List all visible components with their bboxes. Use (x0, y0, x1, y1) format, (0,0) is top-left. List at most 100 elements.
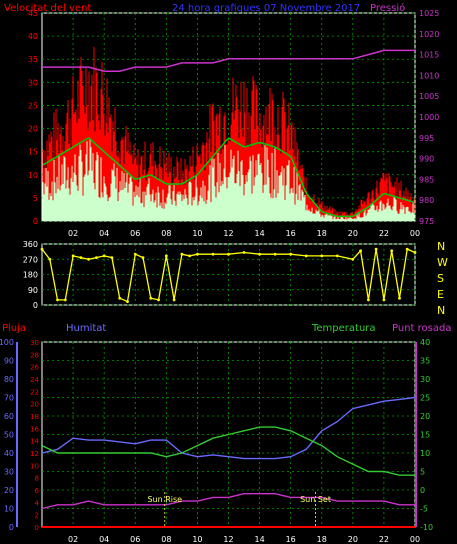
wind-direction-point (304, 254, 308, 258)
wind-direction-point (188, 254, 192, 258)
rain-y-tick-label: 2 (35, 512, 39, 520)
pressure-y-tick-label: 1015 (419, 51, 439, 60)
wind-direction-point (398, 296, 401, 300)
sunrise-label: Sun Rise (147, 495, 182, 504)
temperature-y-tick-label: -10 (420, 523, 433, 532)
wind-direction-point (258, 252, 261, 256)
wind-direction-point (126, 300, 129, 303)
temperature-label: Temperatura (311, 323, 376, 334)
humidity-y-tick-label: 90 (4, 357, 14, 366)
temperature-y-tick-label: 30 (420, 375, 430, 384)
pressure-y-tick-label: 995 (419, 134, 434, 143)
wind-y-tick-label: 25 (28, 101, 38, 110)
wind-direction-point (359, 249, 362, 253)
rain-y-tick-label: 24 (30, 376, 39, 384)
pressure-y-tick-label: 1010 (419, 71, 439, 80)
humidity-y-tick-label: 100 (0, 338, 14, 347)
temperature-y-tick-label: 35 (420, 357, 430, 366)
pressure-label: Pressió (370, 2, 405, 14)
direction-y-tick-label: 0 (33, 301, 38, 310)
compass-n-top: N (437, 240, 445, 253)
wind-direction-point (40, 247, 44, 251)
wind-direction-point (87, 257, 90, 261)
wind-direction-point (382, 298, 386, 302)
rain-y-tick-label: 4 (35, 499, 40, 507)
wind-x-tick-label: 20 (348, 229, 358, 238)
direction-y-tick-label: 90 (28, 286, 38, 295)
humidity-line (41, 396, 416, 460)
wind-low-series (42, 139, 415, 221)
wind-direction-point (110, 256, 114, 259)
wind-x-tick-label: 00 (410, 229, 420, 238)
wind-direction-point (374, 247, 378, 251)
wind-x-tick-label: 22 (379, 229, 389, 238)
wind-x-tick-label: 02 (68, 229, 78, 238)
lower-x-tick-label: 10 (192, 535, 202, 544)
wind-direction-point (141, 256, 145, 259)
pressure-y-tick-label: 1005 (419, 92, 439, 101)
wind-direction-point (196, 252, 199, 256)
lower-x-tick-label: 12 (223, 535, 233, 544)
wind-x-tick-label: 16 (286, 229, 296, 238)
wind-y-tick-label: 0 (33, 217, 38, 226)
rain-y-tick-label: 20 (30, 401, 39, 409)
pressure-y-tick-label: 1025 (419, 9, 439, 18)
wind-direction-point (71, 254, 75, 258)
direction-y-tick-label: 180 (23, 271, 38, 280)
wind-direction-point (367, 298, 370, 302)
rain-y-tick-label: 28 (30, 351, 39, 359)
temperature-y-tick-label: 25 (420, 394, 430, 403)
wind-direction-point (273, 252, 277, 256)
wind-direction-point (79, 256, 83, 259)
wind-x-tick-label: 10 (192, 229, 202, 238)
humidity-y-tick-label: 70 (4, 394, 14, 403)
direction-y-tick-label: 360 (23, 240, 38, 249)
wind-x-tick-label: 04 (99, 229, 109, 238)
wind-direction-point (320, 254, 324, 258)
wind-direction-point (413, 251, 417, 254)
wind-y-tick-label: 15 (28, 148, 38, 157)
wind-direction-point (133, 252, 137, 256)
humidity-y-tick-label: 80 (4, 375, 14, 384)
humidity-label: Humitat (66, 323, 106, 334)
lower-x-tick-label: 00 (410, 535, 420, 544)
pressure-y-tick-label: 1020 (419, 30, 439, 39)
lower-x-tick-label: 16 (286, 535, 296, 544)
rain-y-tick-label: 10 (30, 462, 39, 470)
temperature-y-tick-label: 20 (420, 412, 430, 421)
humidity-y-tick-label: 50 (4, 431, 14, 440)
wind-direction-point (164, 254, 168, 258)
wind-direction-point (157, 298, 161, 302)
wind-direction-point (102, 254, 106, 258)
wind-x-tick-label: 18 (317, 229, 327, 238)
wind-direction-point (390, 249, 394, 253)
wind-average-line (42, 137, 414, 218)
wind-x-tick-label: 12 (223, 229, 233, 238)
wind-direction-point (351, 257, 355, 261)
humidity-y-tick-label: 60 (4, 412, 14, 421)
humidity-y-tick-label: 0 (9, 523, 14, 532)
temperature-line (41, 426, 415, 476)
dewpoint-label: Punt rosada (392, 323, 451, 334)
pressure-y-tick-label: 975 (419, 217, 434, 226)
lower-x-tick-label: 20 (348, 535, 358, 544)
wind-direction-point (242, 251, 246, 254)
wind-direction-point (56, 298, 59, 302)
wind-direction-point (48, 257, 52, 261)
lower-x-tick-label: 14 (254, 535, 264, 544)
pressure-y-tick-label: 990 (419, 155, 434, 164)
rain-y-tick-label: 18 (30, 413, 39, 421)
wind-direction-point (118, 296, 122, 300)
lower-x-tick-label: 04 (99, 535, 109, 544)
rain-y-tick-label: 0 (35, 524, 39, 532)
compass-w: W (437, 256, 448, 269)
humidity-y-tick-label: 10 (4, 505, 14, 514)
lower-x-tick-label: 22 (379, 535, 389, 544)
rain-y-tick-label: 16 (30, 425, 39, 433)
wind-speed-label: Velocitat del vent (4, 3, 91, 14)
rain-y-tick-label: 22 (30, 388, 39, 396)
wind-y-tick-label: 5 (33, 194, 38, 203)
pressure-y-tick-label: 980 (419, 196, 434, 205)
wind-x-tick-label: 08 (161, 229, 171, 238)
